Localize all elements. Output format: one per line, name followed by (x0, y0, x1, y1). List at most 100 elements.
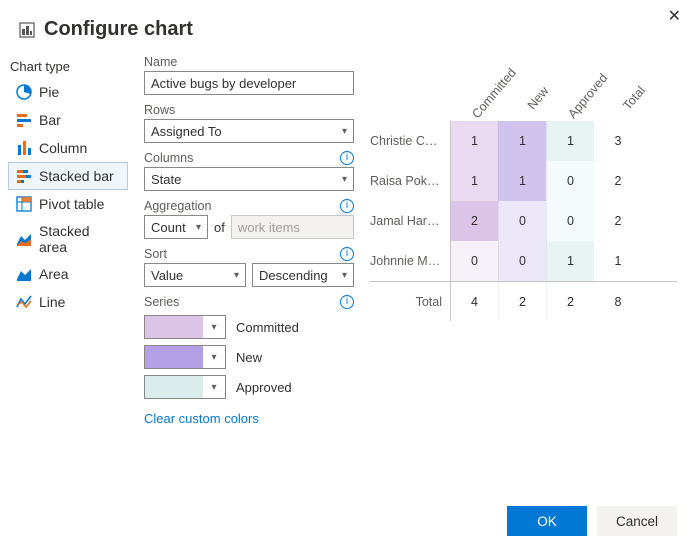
series-item: ▾ Approved (144, 375, 354, 399)
stacked-area-icon (15, 230, 33, 248)
row-name: Raisa Pokro... (370, 174, 450, 188)
series-list: ▾Committed▾New▾Approved (144, 315, 354, 399)
cell: 0 (546, 201, 594, 241)
color-swatch (145, 316, 203, 338)
series-item: ▾New (144, 345, 354, 369)
chevron-down-icon: ▾ (342, 174, 347, 185)
name-value: Active bugs by developer (151, 76, 296, 91)
cell: 0 (546, 161, 594, 201)
chart-type-label: Stacked area (39, 223, 121, 255)
rows-value: Assigned To (151, 124, 222, 139)
name-input[interactable]: Active bugs by developer (144, 71, 354, 95)
info-icon[interactable]: i (340, 295, 354, 309)
chart-type-label: Line (39, 294, 65, 310)
pie-icon (15, 83, 33, 101)
cell: 1 (450, 121, 498, 161)
chart-type-label: Pivot table (39, 196, 104, 212)
column-header: Committed (469, 75, 511, 121)
column-header: Approved (565, 75, 607, 121)
color-swatch (145, 376, 203, 398)
cell: 1 (450, 161, 498, 201)
row-name: Jamal Hartn... (370, 214, 450, 228)
aggregation-label: Aggregation (144, 199, 211, 213)
chart-type-label: Area (39, 266, 69, 282)
sort-field-select[interactable]: Value ▾ (144, 263, 246, 287)
cell: 2 (450, 201, 498, 241)
series-color-select[interactable]: ▾ (144, 315, 226, 339)
clear-custom-colors-link[interactable]: Clear custom colors (144, 411, 354, 426)
aggregation-of: of (214, 220, 225, 235)
row-total: 2 (594, 214, 642, 228)
row-total: 1 (594, 254, 642, 268)
color-swatch (145, 346, 203, 368)
aggregation-value: Count (151, 220, 186, 235)
cell: 1 (546, 121, 594, 161)
totals-label: Total (370, 295, 450, 309)
sort-direction-value: Descending (259, 268, 328, 283)
chart-type-label: Pie (39, 84, 59, 100)
bar-icon (15, 111, 33, 129)
info-icon[interactable]: i (340, 199, 354, 213)
chevron-down-icon: ▾ (234, 270, 239, 281)
chart-type-area[interactable]: Area (8, 260, 128, 288)
columns-value: State (151, 172, 181, 187)
aggregation-units: work items (231, 215, 354, 239)
rows-label: Rows (144, 103, 175, 117)
cell: 1 (498, 121, 546, 161)
chart-type-label: Stacked bar (39, 168, 114, 184)
column-total: 2 (498, 282, 546, 321)
column-header: New (517, 75, 559, 121)
sort-direction-select[interactable]: Descending ▾ (252, 263, 354, 287)
info-icon[interactable]: i (340, 247, 354, 261)
config-form: Name Active bugs by developer Rows Assig… (144, 55, 354, 426)
area-icon (15, 265, 33, 283)
chevron-down-icon: ▾ (342, 270, 347, 281)
stacked-bar-icon (15, 167, 33, 185)
close-icon[interactable]: ✕ (668, 6, 681, 26)
series-color-select[interactable]: ▾ (144, 345, 226, 369)
cell: 0 (450, 241, 498, 281)
ok-button[interactable]: OK (507, 506, 587, 536)
row-name: Christie Ch... (370, 134, 450, 148)
dialog-footer: OK Cancel (507, 506, 677, 536)
chart-type-list: Chart type Pie Bar Column (8, 55, 128, 426)
chart-type-stacked-area[interactable]: Stacked area (8, 218, 128, 260)
column-total: 4 (450, 282, 498, 321)
column-header: Total (613, 75, 655, 121)
aggregation-select[interactable]: Count ▾ (144, 215, 208, 239)
rows-select[interactable]: Assigned To ▾ (144, 119, 354, 143)
chart-type-pie[interactable]: Pie (8, 78, 128, 106)
column-icon (15, 139, 33, 157)
table-row: Raisa Pokro...1102 (370, 161, 677, 201)
chart-preview: CommittedNewApprovedTotalChristie Ch...1… (370, 55, 691, 426)
dialog-header: Configure chart (0, 0, 691, 47)
name-label: Name (144, 55, 354, 69)
sort-field-value: Value (151, 268, 183, 283)
chart-type-bar[interactable]: Bar (8, 106, 128, 134)
chart-type-column[interactable]: Column (8, 134, 128, 162)
row-name: Johnnie McL... (370, 254, 450, 268)
info-icon[interactable]: i (340, 151, 354, 165)
series-color-select[interactable]: ▾ (144, 375, 226, 399)
chart-type-stacked-bar[interactable]: Stacked bar (8, 162, 128, 190)
chart-type-heading: Chart type (8, 55, 128, 78)
series-item: ▾ Committed (144, 315, 354, 339)
cell: 1 (498, 161, 546, 201)
chart-type-pivot-table[interactable]: Pivot table (8, 190, 128, 218)
series-label: Approved (236, 380, 292, 395)
cell: 1 (546, 241, 594, 281)
chevron-down-icon: ▾ (342, 126, 347, 137)
series-label: Committed (236, 320, 299, 335)
totals-row: Total4228 (370, 281, 677, 321)
column-total: 2 (546, 282, 594, 321)
grand-total: 8 (594, 295, 642, 309)
dialog-title: Configure chart (44, 18, 193, 41)
chart-type-line[interactable]: Line (8, 288, 128, 316)
table-row: Johnnie McL...0011 (370, 241, 677, 281)
line-icon (15, 293, 33, 311)
columns-select[interactable]: State ▾ (144, 167, 354, 191)
cancel-button[interactable]: Cancel (597, 506, 677, 536)
chevron-down-icon: ▾ (203, 382, 225, 393)
row-total: 2 (594, 174, 642, 188)
sort-label: Sort (144, 247, 167, 261)
